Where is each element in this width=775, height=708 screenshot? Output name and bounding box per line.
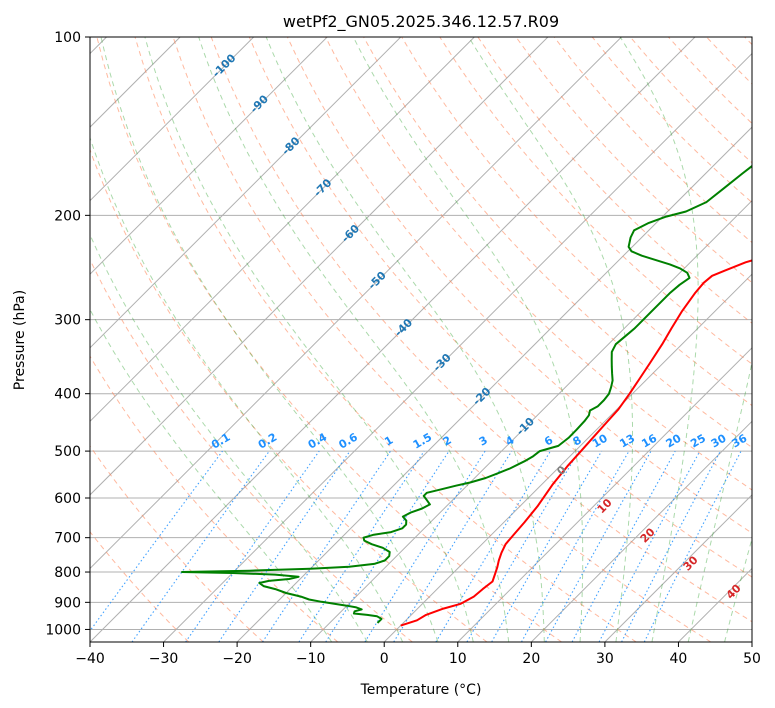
moist-adiabat	[352, 37, 584, 642]
mixing-ratio-line	[185, 450, 320, 642]
isotherm-line	[90, 37, 475, 423]
y-tick-label: 400	[54, 387, 81, 403]
isotherm-line	[90, 37, 328, 275]
y-tick-label: 1000	[45, 622, 81, 638]
x-tick-label: 30	[596, 651, 614, 667]
isotherm-line	[163, 52, 752, 642]
moist-adiabat	[619, 37, 699, 642]
x-tick-label: 10	[449, 651, 467, 667]
moist-adiabat	[90, 233, 368, 642]
background-lines	[90, 37, 752, 642]
dry-adiabat	[286, 37, 752, 534]
y-tick-label: 700	[54, 531, 81, 547]
y-tick-label: 900	[54, 595, 81, 611]
x-tick-label: 50	[743, 651, 761, 667]
moist-adiabat	[90, 136, 404, 642]
y-tick-label: 300	[54, 313, 81, 329]
isotherm-line	[604, 494, 752, 642]
mixing-ratio-line	[571, 450, 676, 642]
temperature-line	[400, 259, 752, 627]
x-tick-label: −20	[222, 651, 252, 667]
isotherm-line	[90, 37, 549, 496]
x-axis-label: Temperature (°C)	[360, 682, 482, 698]
dry-adiabat	[134, 37, 637, 642]
x-tick-label: 20	[522, 651, 540, 667]
dry-adiabat	[515, 37, 752, 284]
isotherm-line	[90, 37, 255, 202]
y-tick-label: 500	[54, 444, 81, 460]
plot-frame	[89, 36, 753, 643]
x-tick-label: −40	[75, 651, 105, 667]
isotherm-line	[90, 37, 696, 642]
dry-adiabat	[401, 37, 752, 407]
y-tick-label: 100	[54, 30, 81, 46]
x-tick-label: −10	[296, 651, 326, 667]
dry-adiabat	[90, 445, 264, 642]
axis-ticks: −40 −30 −20 −10 0 10 20 30 40 50 100 200 300 400 500 60…	[45, 30, 761, 667]
dry-adiabat	[172, 37, 712, 642]
mixing-ratio-line	[393, 450, 513, 642]
mixing-ratio-line	[643, 450, 742, 642]
x-tick-label: −30	[149, 651, 179, 667]
y-tick-label: 800	[54, 565, 81, 581]
chart-title: wetPf2_GN05.2025.346.12.57.R09	[283, 12, 559, 32]
dry-adiabat	[90, 531, 190, 642]
dewpoint-line	[181, 164, 752, 624]
mixing-ratio-line	[90, 450, 223, 632]
mixing-ratio-line	[131, 450, 270, 642]
moist-adiabat	[265, 37, 545, 642]
isotherm-line	[457, 347, 752, 642]
y-axis-label: Pressure (hPa)	[12, 290, 28, 390]
isotherm-line	[383, 273, 752, 642]
dry-adiabat	[90, 258, 413, 642]
dry-adiabat	[96, 37, 562, 642]
moist-adiabat	[144, 37, 474, 642]
isotherm-line	[90, 37, 402, 349]
mixing-ratio-line	[545, 450, 652, 642]
mixing-ratio-line	[521, 450, 630, 642]
x-tick-label: 0	[380, 651, 389, 667]
dry-adiabat	[248, 37, 752, 578]
mixing-ratio-line	[298, 450, 425, 642]
x-tick-label: 40	[670, 651, 688, 667]
isotherm-line	[236, 126, 752, 642]
dry-adiabat	[90, 355, 339, 642]
mixing-ratio-line	[262, 450, 391, 642]
dry-adiabat	[439, 37, 752, 365]
moist-adiabat	[100, 37, 439, 642]
y-tick-label: 600	[54, 491, 81, 507]
isotherm-line	[530, 420, 752, 642]
isotherm-line	[90, 37, 622, 570]
dry-adiabat	[90, 148, 488, 642]
mixing-ratio-line	[218, 450, 351, 642]
y-tick-label: 200	[54, 208, 81, 224]
data-series	[181, 164, 752, 627]
dry-adiabat	[210, 37, 752, 623]
